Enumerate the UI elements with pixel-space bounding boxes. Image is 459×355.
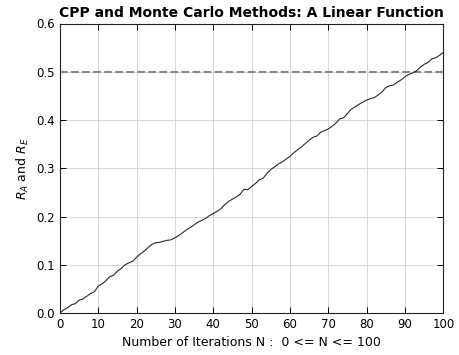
Title: CPP and Monte Carlo Methods: A Linear Function: CPP and Monte Carlo Methods: A Linear Fu… [59,6,443,20]
X-axis label: Number of Iterations N :  0 <= N <= 100: Number of Iterations N : 0 <= N <= 100 [122,337,380,349]
Y-axis label: $R_A$ and $R_E$: $R_A$ and $R_E$ [15,137,31,200]
